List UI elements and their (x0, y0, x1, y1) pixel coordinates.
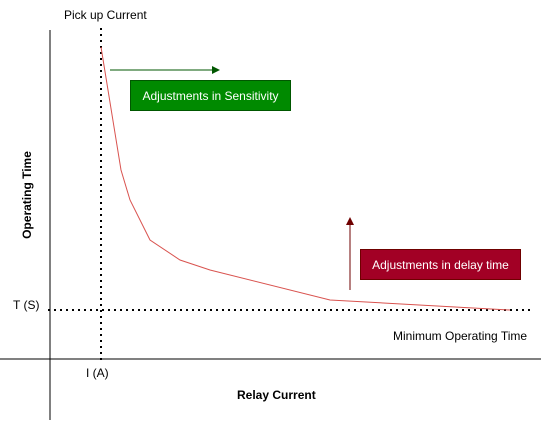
i-value-label: I (A) (86, 366, 109, 380)
y-axis-title: Operating Time (20, 151, 34, 239)
delay-box-text: Adjustments in delay time (372, 257, 509, 272)
inverse-time-curve (100, 46, 511, 311)
x-axis-title: Relay Current (237, 388, 316, 402)
pickup-current-label: Pick up Current (64, 8, 147, 22)
sensitivity-box-text: Adjustments in Sensitivity (142, 88, 279, 103)
delay-box: Adjustments in delay time (360, 249, 521, 280)
min-operating-time-label: Minimum Operating Time (393, 329, 528, 343)
t-value-label: T (S) (13, 298, 40, 312)
sensitivity-box: Adjustments in Sensitivity (130, 80, 291, 111)
